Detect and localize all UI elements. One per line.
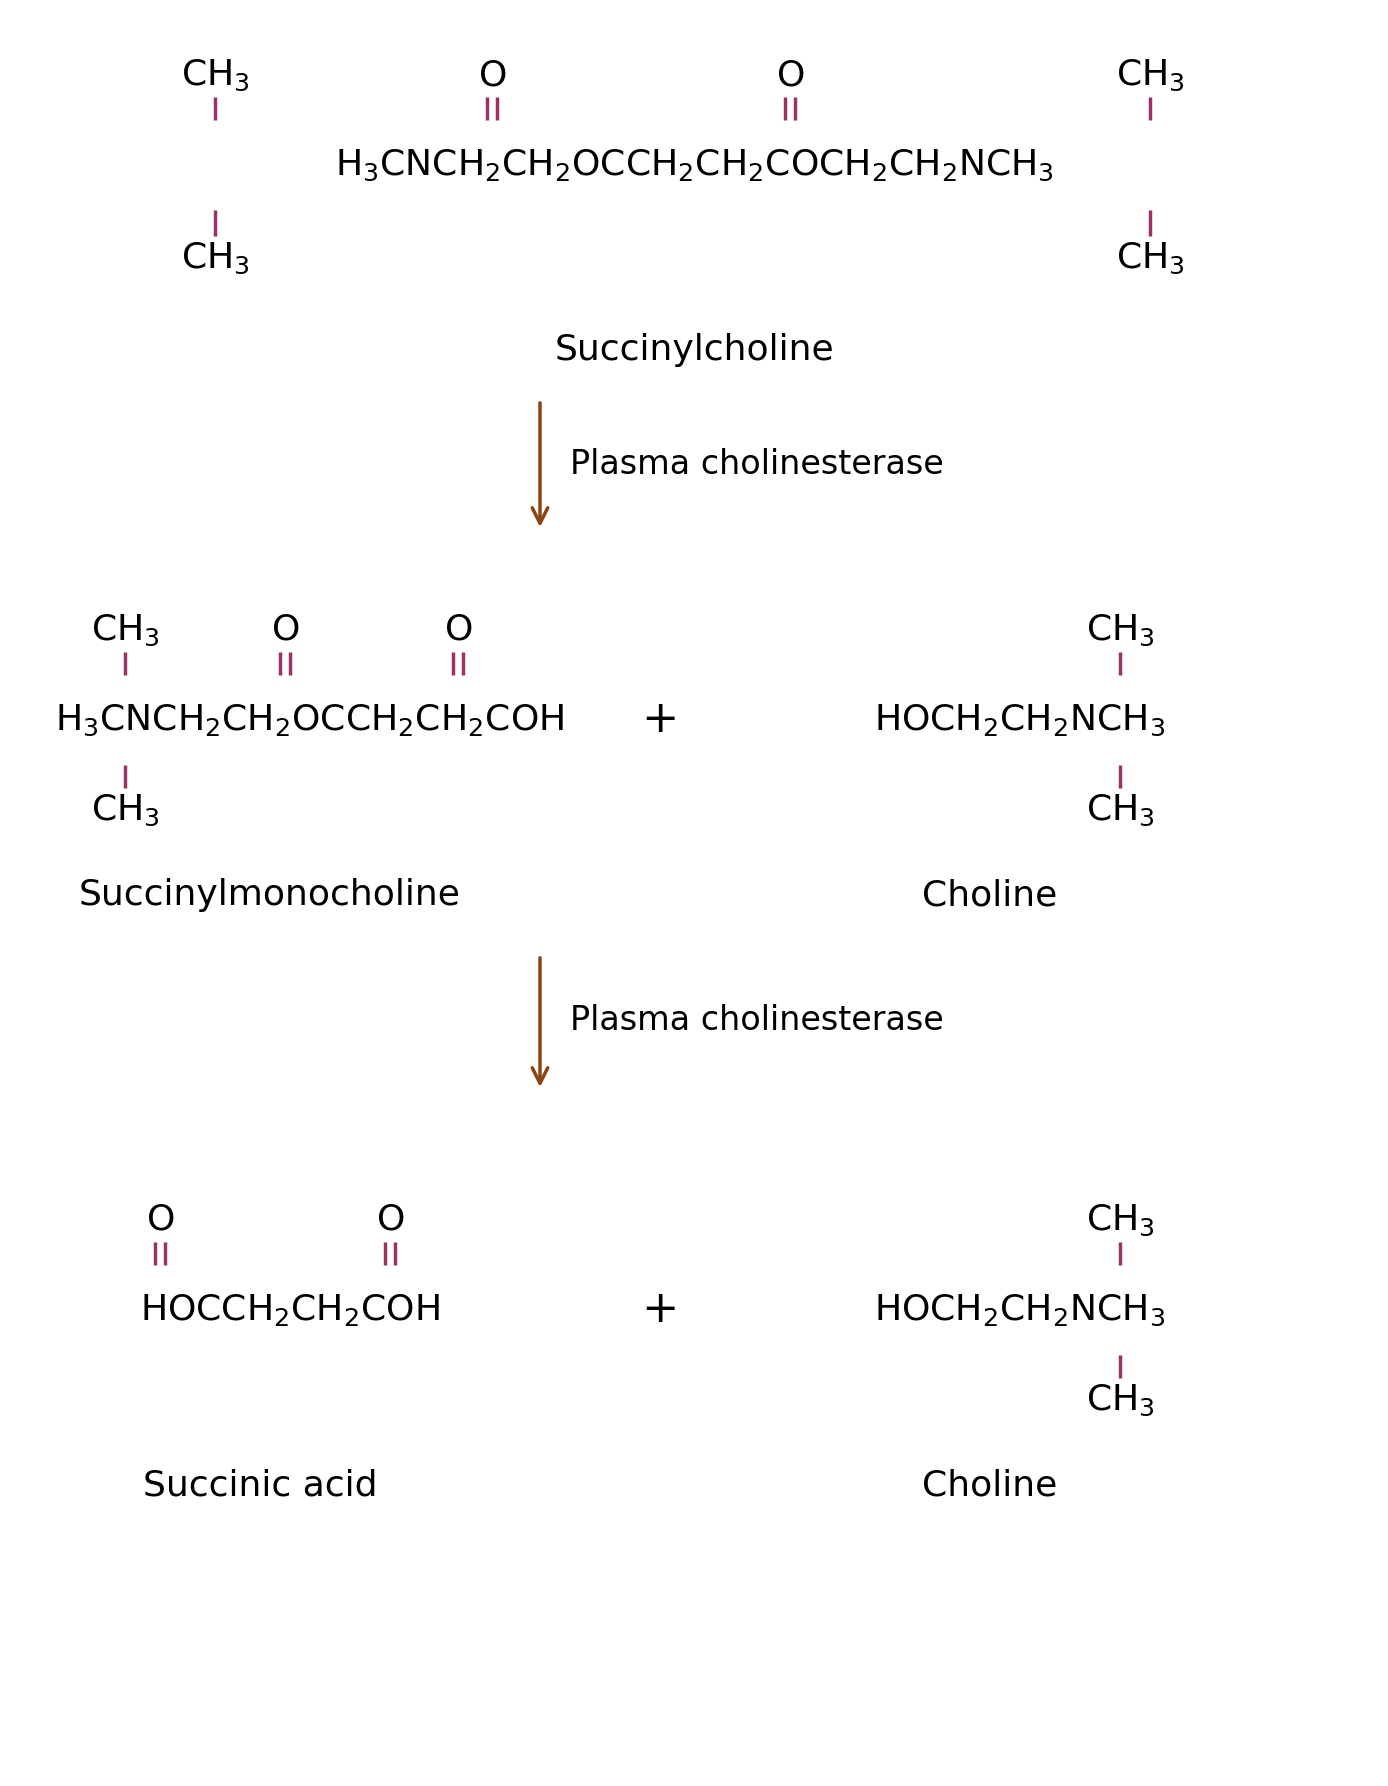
Text: Plasma cholinesterase: Plasma cholinesterase bbox=[570, 1004, 944, 1036]
Text: $\mathsf{CH_3}$: $\mathsf{CH_3}$ bbox=[1085, 613, 1155, 648]
Text: $\mathsf{CH_3}$: $\mathsf{CH_3}$ bbox=[90, 793, 160, 827]
Text: $\mathsf{CH_3}$: $\mathsf{CH_3}$ bbox=[90, 613, 160, 648]
Text: Succinylcholine: Succinylcholine bbox=[554, 332, 834, 366]
Text: $\mathsf{CH_3}$: $\mathsf{CH_3}$ bbox=[1116, 241, 1184, 275]
Text: $\mathsf{HOCH_2CH_2NCH_3}$: $\mathsf{HOCH_2CH_2NCH_3}$ bbox=[874, 702, 1166, 738]
Text: Choline: Choline bbox=[923, 1468, 1058, 1502]
Text: $\mathsf{O}$: $\mathsf{O}$ bbox=[477, 57, 507, 93]
Text: $\mathsf{O}$: $\mathsf{O}$ bbox=[146, 1204, 174, 1238]
Text: $\mathsf{HOCH_2CH_2NCH_3}$: $\mathsf{HOCH_2CH_2NCH_3}$ bbox=[874, 1293, 1166, 1327]
Text: Succinic acid: Succinic acid bbox=[143, 1468, 378, 1502]
Text: $\mathsf{O}$: $\mathsf{O}$ bbox=[376, 1204, 404, 1238]
Text: $\mathsf{CH_3}$: $\mathsf{CH_3}$ bbox=[1085, 793, 1155, 827]
Text: +: + bbox=[641, 698, 679, 741]
Text: Plasma cholinesterase: Plasma cholinesterase bbox=[570, 448, 944, 482]
Text: $\mathsf{O}$: $\mathsf{O}$ bbox=[444, 613, 472, 647]
Text: $\mathsf{CH_3}$: $\mathsf{CH_3}$ bbox=[1116, 57, 1184, 93]
Text: $\mathsf{H_3CNCH_2CH_2OCCH_2CH_2COH}$: $\mathsf{H_3CNCH_2CH_2OCCH_2CH_2COH}$ bbox=[56, 702, 565, 738]
Text: +: + bbox=[641, 1288, 679, 1332]
Text: $\mathsf{CH_3}$: $\mathsf{CH_3}$ bbox=[1085, 1202, 1155, 1238]
Text: Choline: Choline bbox=[923, 879, 1058, 913]
Text: $\mathsf{H_3CNCH_2CH_2OCCH_2CH_2COCH_2CH_2NCH_3}$: $\mathsf{H_3CNCH_2CH_2OCCH_2CH_2COCH_2CH… bbox=[335, 148, 1053, 182]
Text: $\mathsf{CH_3}$: $\mathsf{CH_3}$ bbox=[1085, 1382, 1155, 1418]
Text: $\mathsf{O}$: $\mathsf{O}$ bbox=[776, 57, 804, 93]
Text: $\mathsf{O}$: $\mathsf{O}$ bbox=[271, 613, 300, 647]
Text: $\mathsf{CH_3}$: $\mathsf{CH_3}$ bbox=[180, 57, 250, 93]
Text: $\mathsf{CH_3}$: $\mathsf{CH_3}$ bbox=[180, 241, 250, 275]
Text: Succinylmonocholine: Succinylmonocholine bbox=[79, 879, 461, 913]
Text: $\mathsf{HOCCH_2CH_2COH}$: $\mathsf{HOCCH_2CH_2COH}$ bbox=[140, 1291, 440, 1329]
